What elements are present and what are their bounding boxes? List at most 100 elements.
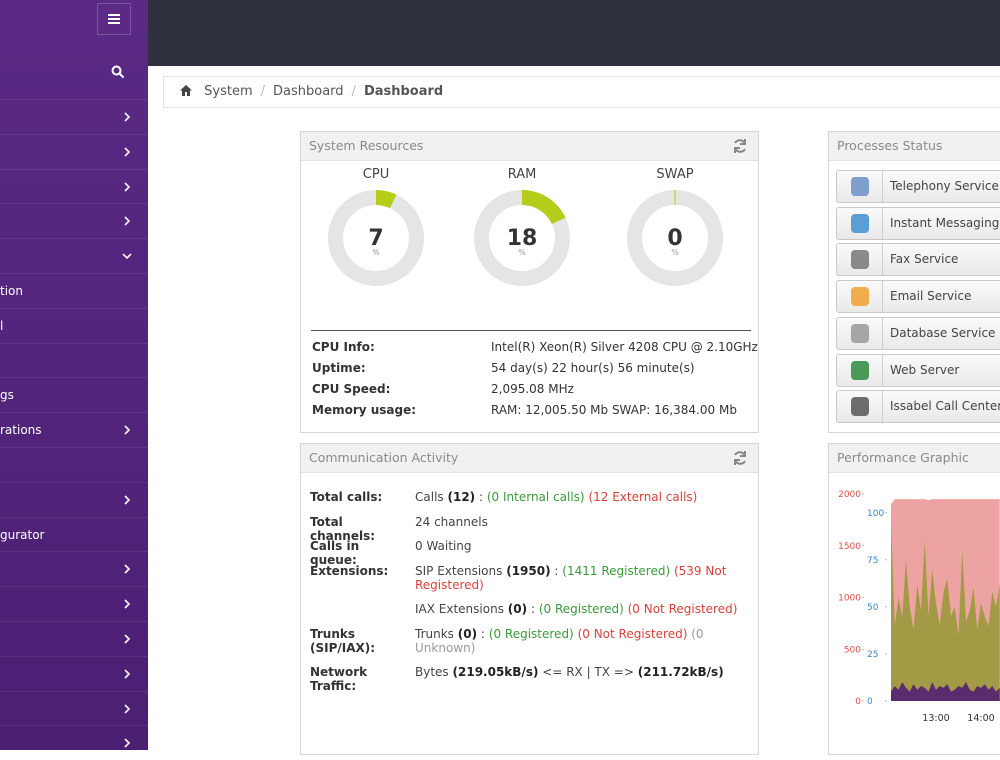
chevron (124, 182, 131, 192)
sidebar: tion l gs rations gurator (0, 0, 148, 750)
info-label: Memory usage: (312, 403, 417, 417)
menu-item[interactable] (0, 99, 148, 134)
menu-toggle[interactable] (97, 3, 131, 35)
activity-text: SIP Extensions (415, 564, 503, 578)
gauge-arc (522, 190, 566, 224)
activity-text: : (530, 602, 535, 616)
gauge-arc (674, 190, 676, 205)
activity-text: (211.72kB/s) (637, 665, 724, 679)
icon-shape (851, 177, 869, 196)
menu-item[interactable]: gs (0, 377, 148, 412)
process-button[interactable]: Issabel Call Center (836, 390, 1000, 424)
icon-shape (851, 213, 869, 233)
y-tick-label: 1500 (838, 542, 861, 552)
chevron-shape (124, 704, 131, 714)
process-button[interactable]: Fax Service (836, 243, 1000, 277)
process-label: Telephony Service (890, 179, 999, 193)
activity-row: Network Traffic: Bytes (219.05kB/s) <= RX… (310, 665, 750, 693)
activity-label: Extensions: (310, 564, 389, 578)
gauge-unit: % (671, 248, 679, 257)
menu-item[interactable] (0, 551, 148, 586)
activity-text: (0) (507, 602, 528, 616)
divider (311, 330, 751, 331)
menu-item[interactable]: l (0, 307, 148, 343)
gauge-value: 18 (507, 226, 538, 251)
activity-value: 0 Waiting (415, 539, 745, 553)
communication-activity-panel: Communication Activity Total calls: Calls… (300, 443, 759, 755)
activity-text: (0) (457, 627, 478, 641)
y2-tick-label: 75 (867, 556, 878, 566)
performance-graphic-panel: Performance Graphic 0 500 1000 1500 2000 0 25 5… (828, 443, 1000, 755)
chevron-shape (122, 253, 132, 260)
activity-text: (12 External calls) (588, 490, 698, 504)
menu-item[interactable]: rations (0, 412, 148, 447)
menu-item[interactable]: gurator (0, 516, 148, 552)
activity-text: (219.05kB/s) (452, 665, 539, 679)
process-button[interactable]: Email Service (836, 280, 1000, 314)
menu-item[interactable] (0, 725, 148, 760)
menu-item[interactable] (0, 690, 148, 726)
menu-item[interactable] (0, 621, 148, 656)
menu-item[interactable] (0, 586, 148, 621)
gauge-unit: % (372, 248, 380, 257)
activity-value: Trunks (0) : (0 Registered) (0 Not Regis… (415, 627, 745, 655)
breadcrumb-item[interactable]: Dashboard (273, 84, 344, 99)
icon-shape (851, 360, 869, 380)
menu-label: l (0, 318, 4, 333)
gauge-unit: % (518, 248, 526, 257)
chevron-shape (124, 669, 131, 679)
gauge-label: RAM (508, 167, 537, 182)
menu-item[interactable] (0, 447, 148, 482)
activity-label: Calls in queue: (310, 539, 360, 567)
gauges: CPU 7% RAM 18% SWAP 0% (328, 167, 723, 286)
breadcrumb-item[interactable]: System (204, 84, 253, 99)
menu-item[interactable] (0, 481, 148, 517)
panel-header: System Resources (301, 132, 758, 161)
chevron-shape (124, 564, 131, 574)
icon-shape (851, 397, 869, 417)
menu-item[interactable] (0, 342, 148, 378)
chevron (124, 112, 131, 122)
process-button[interactable]: Instant Messaging (836, 206, 1000, 240)
activity-text: (0 Not Registered) (577, 627, 688, 641)
activity-text: (0 Registered) (538, 602, 624, 616)
chevron (124, 216, 131, 226)
process-button[interactable]: Database Service (836, 316, 1000, 350)
refresh-button[interactable] (732, 450, 748, 466)
process-icon (851, 171, 883, 202)
x-tick-label: 14:00 (967, 713, 994, 724)
chevron-shape (124, 112, 131, 122)
activity-text: (0 Registered) (488, 627, 574, 641)
chevron (124, 634, 131, 644)
home-icon[interactable] (180, 85, 192, 96)
y2-tick-label: 25 (867, 650, 878, 660)
chevron (124, 738, 131, 748)
menu-item[interactable] (0, 168, 148, 204)
activity-text: (12) (447, 490, 476, 504)
process-label: Issabel Call Center (890, 399, 1000, 414)
gauge-value: 7 (368, 226, 383, 251)
activity-text: 24 channels (415, 515, 488, 529)
menu-item[interactable] (0, 203, 148, 238)
chevron-shape (124, 182, 131, 192)
activity-text: IAX Extensions (415, 602, 504, 616)
chevron (124, 495, 131, 505)
system-resources-panel: System Resources CPU 7% RAM 18% SWAP 0% CPU I… (300, 131, 759, 433)
activity-text: : (478, 490, 484, 504)
area-series (891, 682, 1000, 701)
activity-row: Trunks (SIP/IAX): Trunks (0) : (0 Registe… (310, 627, 750, 655)
menu-item[interactable] (0, 133, 148, 169)
menu-item[interactable] (0, 655, 148, 691)
chevron (124, 564, 131, 574)
menu-item[interactable]: tion (0, 273, 148, 308)
activity-label: Total channels: (310, 515, 376, 543)
top-bar (148, 0, 1000, 66)
menu-item[interactable] (0, 238, 148, 273)
refresh-button[interactable] (732, 138, 748, 154)
search-icon[interactable] (111, 65, 125, 79)
process-button[interactable]: Web Server (836, 353, 1000, 387)
info-label: CPU Speed: (312, 382, 391, 396)
process-button[interactable]: Telephony Service (836, 170, 1000, 203)
activity-text: (1411 Registered) (562, 564, 671, 578)
